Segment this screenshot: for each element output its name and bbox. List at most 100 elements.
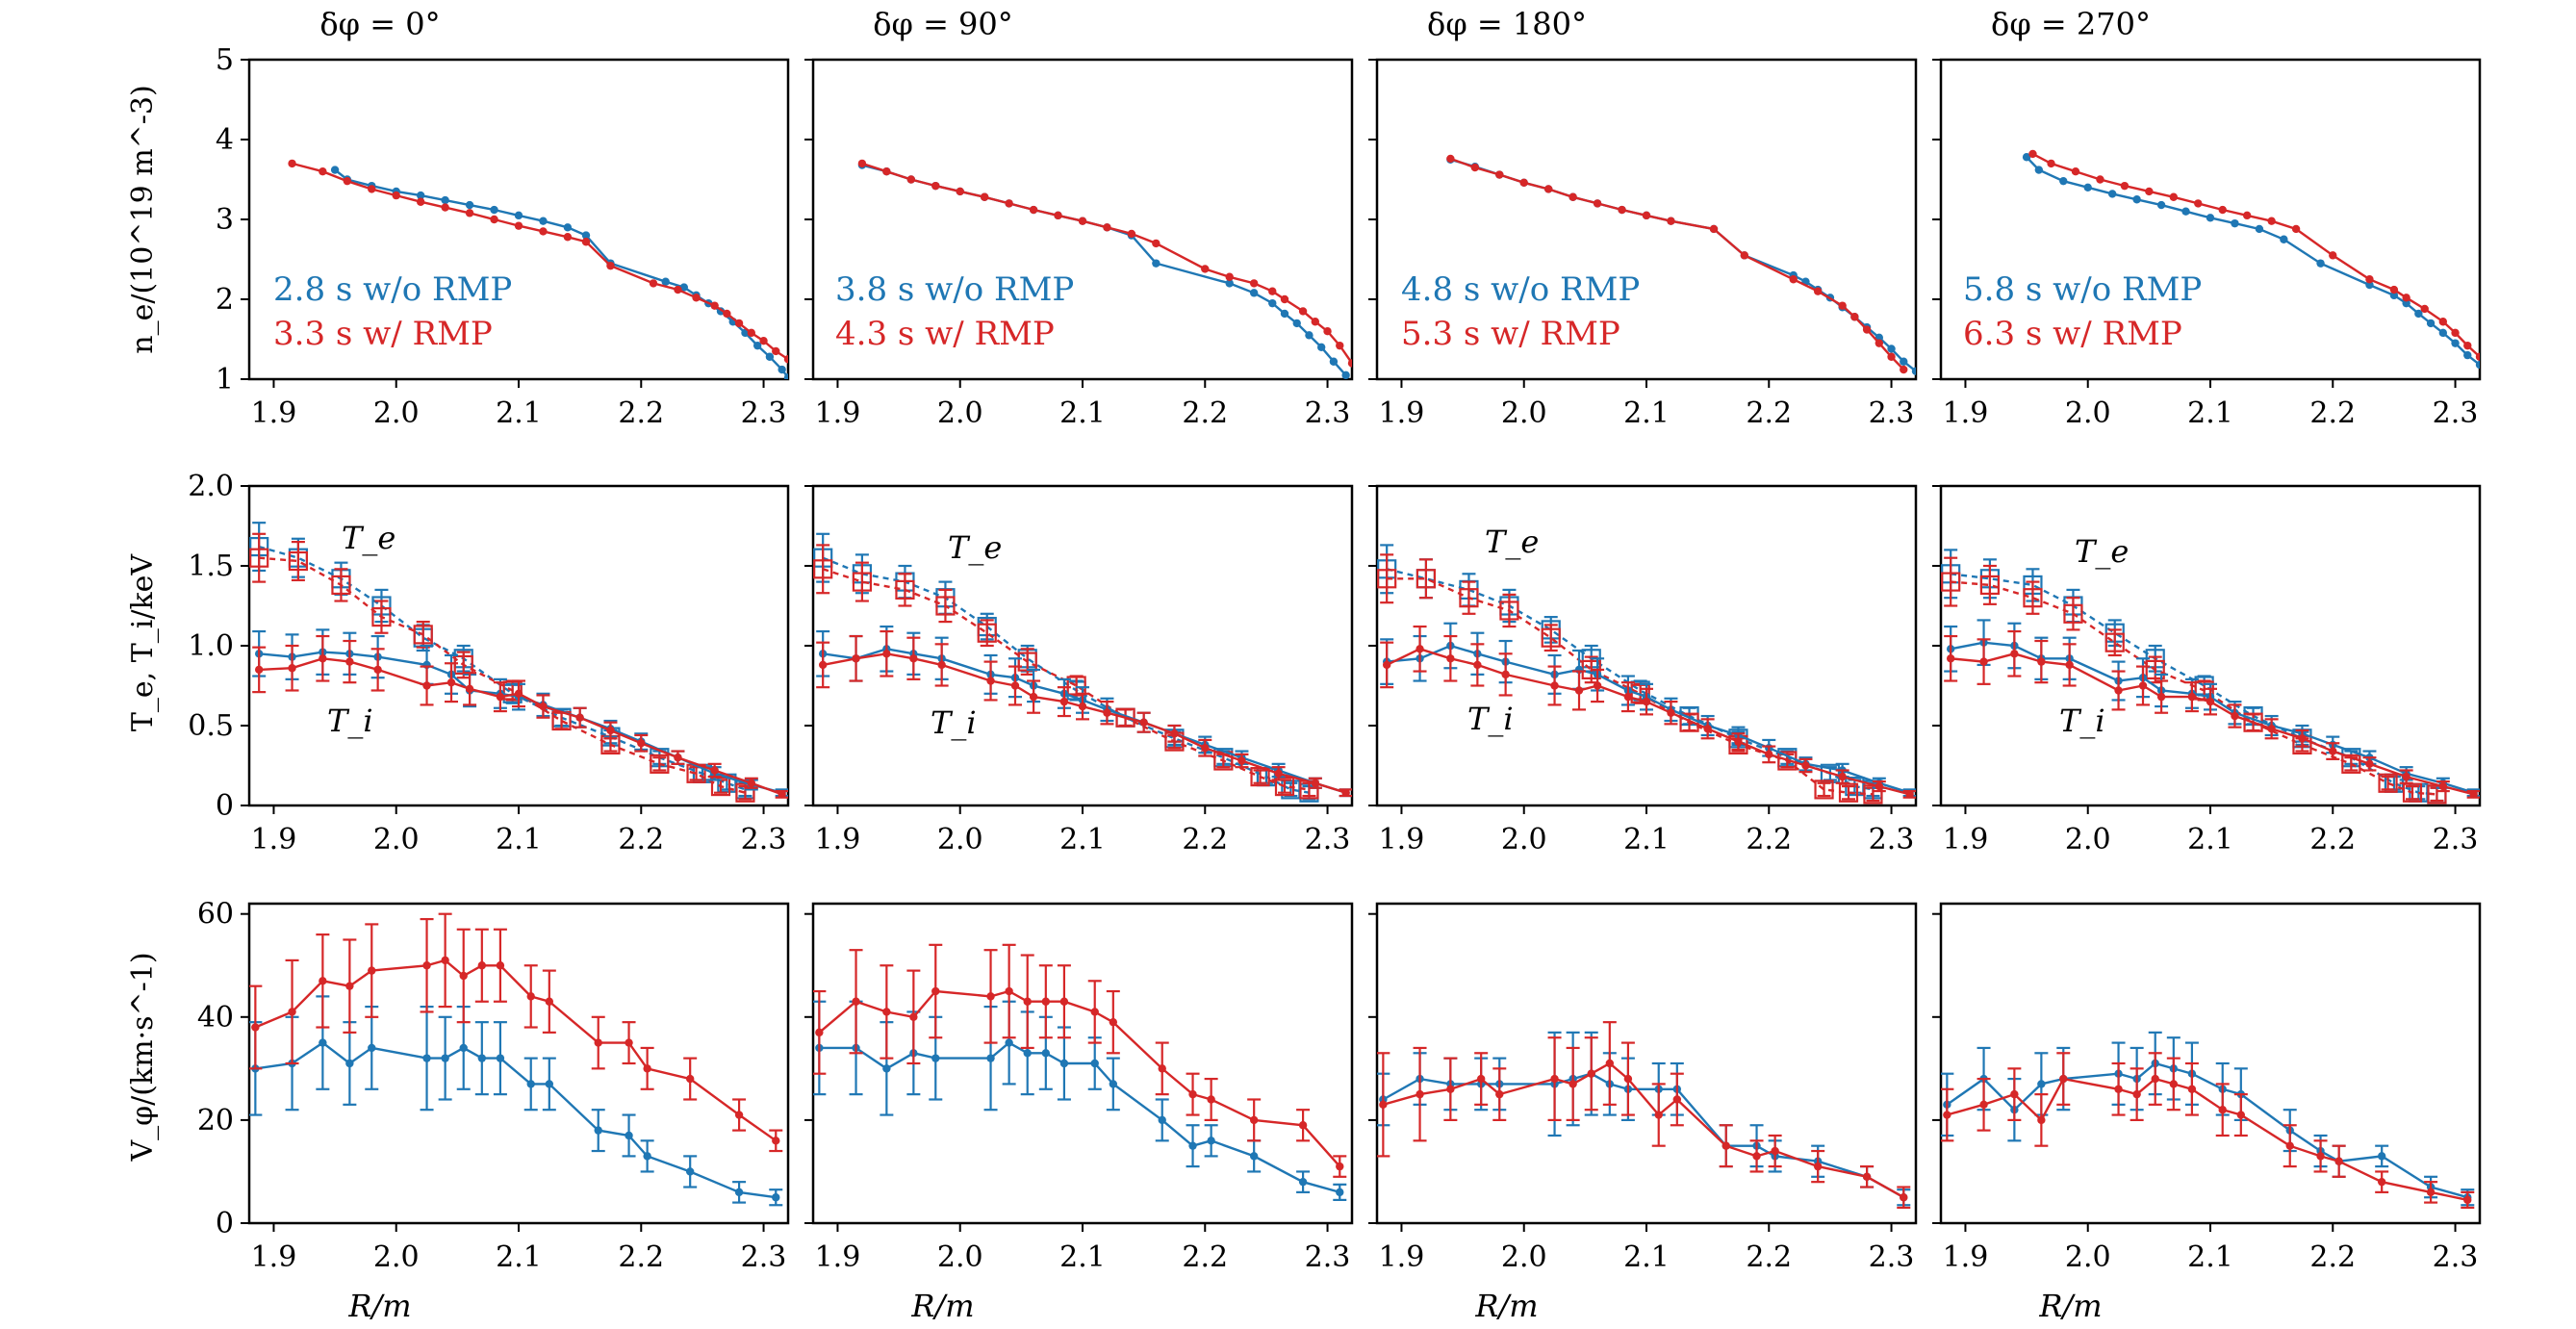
data-point xyxy=(1642,697,1651,706)
data-point xyxy=(2316,259,2325,268)
data-point xyxy=(692,294,701,302)
row-ylabel-temperature: T_e, T_i/keV xyxy=(126,553,160,731)
data-point xyxy=(2414,309,2423,319)
data-point xyxy=(1005,986,1013,996)
data-point xyxy=(1605,1059,1615,1068)
data-point xyxy=(1416,569,1437,589)
data-point xyxy=(2420,304,2429,314)
data-point xyxy=(1709,224,1719,234)
x-tick-label: 2.1 xyxy=(1623,1240,1670,1274)
data-point xyxy=(1862,1172,1872,1182)
data-point xyxy=(1139,718,1148,727)
data-point xyxy=(1501,670,1510,679)
ti-label-2: T_i xyxy=(1467,701,1514,737)
data-point xyxy=(956,187,964,196)
data-point xyxy=(882,650,891,658)
series-line xyxy=(1387,577,1874,796)
y-tick-label: 0 xyxy=(216,789,234,823)
data-point xyxy=(1377,569,1397,589)
data-point xyxy=(931,1054,940,1062)
data-point xyxy=(1943,1111,1951,1119)
data-point xyxy=(2298,734,2307,743)
data-point xyxy=(249,548,269,568)
data-point xyxy=(2285,1141,2294,1150)
data-point xyxy=(1201,265,1210,273)
data-point xyxy=(1550,681,1559,690)
data-point xyxy=(882,1064,891,1073)
data-point xyxy=(581,231,591,240)
data-point xyxy=(778,790,786,799)
data-point xyxy=(1041,997,1051,1006)
data-point xyxy=(2107,190,2117,198)
x-tick-label: 2.2 xyxy=(1746,823,1792,856)
x-tick-label: 2.1 xyxy=(2187,823,2233,856)
data-point xyxy=(661,277,670,286)
data-point xyxy=(1593,199,1602,208)
data-point xyxy=(1813,287,1823,295)
data-point xyxy=(2010,650,2019,658)
data-point xyxy=(643,1152,651,1161)
x-tick-label: 1.9 xyxy=(815,823,861,856)
data-point xyxy=(1152,239,1160,248)
y-tick-label: 40 xyxy=(197,1001,234,1035)
series-line xyxy=(1382,1072,1904,1199)
x-tick-label: 2.3 xyxy=(741,396,787,430)
data-point xyxy=(1541,627,1561,648)
data-point xyxy=(465,200,474,210)
legend-wo-rmp-2: 4.8 s w/o RMP xyxy=(1401,270,1640,309)
data-point xyxy=(319,654,327,663)
xlabel-1: R/m xyxy=(910,1288,974,1324)
data-point xyxy=(852,572,873,592)
x-tick-label: 2.2 xyxy=(618,823,664,856)
data-point xyxy=(606,726,615,735)
y-tick-label: 1 xyxy=(216,363,234,396)
data-point xyxy=(459,971,468,981)
data-point xyxy=(2120,181,2130,191)
data-point xyxy=(1059,697,1069,706)
x-tick-label: 2.3 xyxy=(2433,396,2479,430)
data-point xyxy=(416,191,425,200)
legend-w-rmp-0: 3.3 s w/ RMP xyxy=(273,315,493,353)
data-point xyxy=(1249,289,1259,297)
data-point xyxy=(1298,1121,1308,1130)
te-label-0: T_e xyxy=(342,520,395,556)
data-point xyxy=(1010,681,1020,690)
series-line xyxy=(2026,156,2480,367)
x-tick-label: 2.3 xyxy=(741,1240,787,1274)
data-point xyxy=(772,346,780,356)
data-point xyxy=(1109,1017,1118,1027)
data-point xyxy=(977,623,997,643)
data-point xyxy=(441,1054,449,1062)
data-point xyxy=(368,966,376,975)
data-point xyxy=(1023,1049,1032,1058)
x-tick-label: 2.1 xyxy=(496,823,542,856)
data-point xyxy=(2402,298,2410,308)
data-point xyxy=(765,352,775,361)
data-point xyxy=(1862,325,1872,334)
data-point xyxy=(2242,211,2252,220)
data-point xyxy=(2083,183,2092,192)
x-tick-label: 1.9 xyxy=(1379,823,1425,856)
data-point xyxy=(422,681,431,690)
ti-label-0: T_i xyxy=(327,703,373,739)
data-point xyxy=(1734,737,1743,746)
data-point xyxy=(422,961,431,970)
data-point xyxy=(1667,708,1675,717)
y-tick-label: 2.0 xyxy=(188,470,234,503)
x-tick-label: 2.2 xyxy=(618,396,664,430)
data-point xyxy=(1311,318,1320,326)
data-point xyxy=(1476,1074,1486,1084)
data-point xyxy=(882,1008,891,1016)
data-point xyxy=(343,176,352,186)
data-point xyxy=(1875,781,1884,791)
plot-frame xyxy=(1939,902,2482,1225)
te-label-2: T_e xyxy=(1485,524,1539,560)
data-point xyxy=(1023,997,1032,1006)
plot-frame xyxy=(811,484,1354,807)
x-tick-label: 1.9 xyxy=(1379,1240,1425,1274)
data-point xyxy=(331,575,351,596)
data-point xyxy=(2071,167,2080,176)
x-tick-label: 2.1 xyxy=(1059,1240,1106,1274)
data-point xyxy=(1499,601,1519,621)
data-point xyxy=(539,227,548,236)
